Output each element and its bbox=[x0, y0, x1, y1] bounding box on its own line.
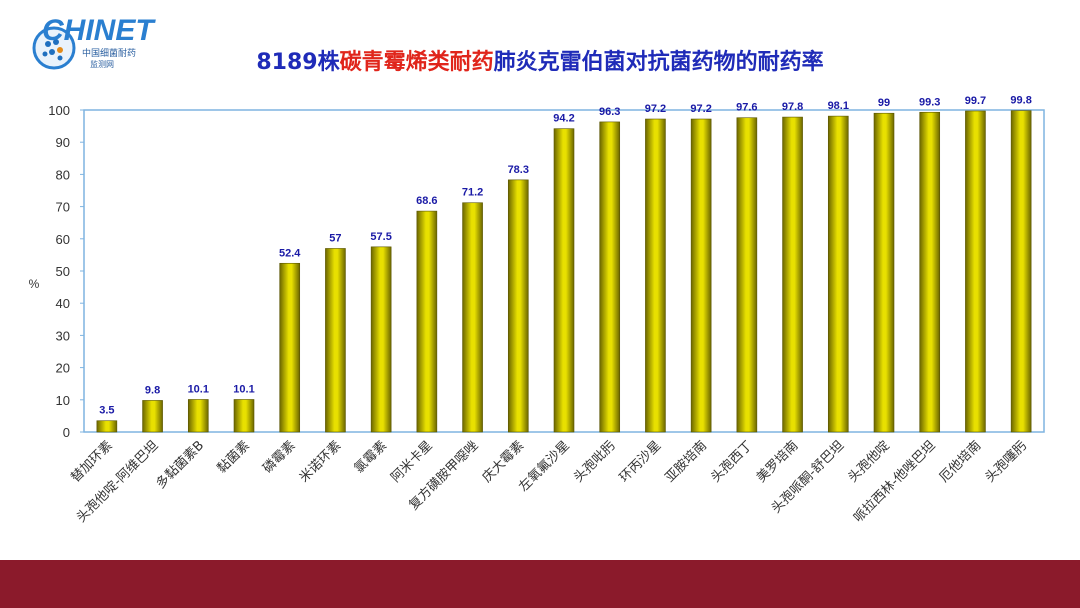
data-label: 99.3 bbox=[919, 96, 940, 108]
bar bbox=[645, 118, 666, 433]
data-label: 97.2 bbox=[645, 103, 666, 115]
data-label: 10.1 bbox=[233, 383, 254, 395]
footer-band bbox=[0, 560, 1080, 608]
bar bbox=[279, 262, 301, 433]
data-label: 57 bbox=[329, 232, 341, 244]
data-label: 10.1 bbox=[188, 383, 209, 395]
data-label: 68.6 bbox=[416, 195, 437, 207]
bar bbox=[416, 210, 438, 433]
y-tick-label: 100 bbox=[48, 103, 70, 118]
logo-brand: CHINET bbox=[42, 14, 156, 47]
x-tick-label: 庆大霉素 bbox=[480, 438, 527, 485]
data-label: 94.2 bbox=[553, 113, 574, 125]
data-label: 57.5 bbox=[370, 231, 391, 243]
x-tick-label: 替加环素 bbox=[68, 438, 115, 485]
bar bbox=[1010, 110, 1032, 433]
x-tick-label: 哌拉西林-他唑巴坦 bbox=[850, 438, 938, 526]
y-tick-label: 70 bbox=[56, 200, 70, 215]
y-tick-label: 90 bbox=[56, 135, 70, 150]
data-label: 98.1 bbox=[828, 100, 849, 112]
bar bbox=[233, 399, 255, 433]
bar bbox=[96, 420, 118, 433]
y-tick-label: 20 bbox=[56, 361, 70, 376]
bar bbox=[462, 202, 483, 433]
x-tick-label: 头孢他啶 bbox=[845, 438, 892, 485]
data-label: 97.8 bbox=[782, 101, 803, 113]
x-tick-label: 头孢西丁 bbox=[708, 438, 755, 485]
data-label: 9.8 bbox=[145, 384, 160, 396]
bar bbox=[690, 118, 712, 433]
bar bbox=[142, 400, 163, 433]
x-tick-label: 米诺环素 bbox=[297, 438, 344, 485]
data-label: 71.2 bbox=[462, 187, 483, 199]
y-axis-label: % bbox=[29, 277, 40, 291]
x-tick-label: 磷霉素 bbox=[260, 438, 298, 476]
bar bbox=[965, 110, 986, 433]
data-label: 97.6 bbox=[736, 102, 757, 114]
y-tick-label: 50 bbox=[56, 264, 70, 279]
y-tick-label: 0 bbox=[63, 425, 70, 440]
chinet-logo: CHINET 中国细菌耐药 监测网 bbox=[32, 14, 156, 70]
y-tick-label: 80 bbox=[56, 167, 70, 182]
x-tick-label: 美罗培南 bbox=[753, 438, 801, 486]
logo-globe-icon bbox=[32, 26, 76, 70]
bar bbox=[873, 112, 895, 433]
title-part-3: 肺炎克雷伯菌对抗菌药物的耐药率 bbox=[493, 50, 824, 75]
logo-subtitle-1: 中国细菌耐药 bbox=[82, 47, 136, 59]
data-label: 78.3 bbox=[508, 164, 529, 176]
bar bbox=[507, 179, 529, 433]
bar bbox=[919, 111, 941, 433]
y-tick-label: 30 bbox=[56, 328, 70, 343]
x-tick-label: 厄他培南 bbox=[936, 438, 984, 486]
y-tick-label: 60 bbox=[56, 232, 70, 247]
x-tick-label: 黏菌素 bbox=[214, 438, 253, 477]
x-tick-label: 环丙沙星 bbox=[617, 438, 664, 485]
x-tick-label: 阿米卡星 bbox=[388, 438, 435, 485]
bar bbox=[187, 399, 209, 433]
y-tick-label: 10 bbox=[56, 393, 70, 408]
data-label: 97.2 bbox=[690, 103, 711, 115]
y-tick-label: 40 bbox=[56, 296, 70, 311]
title-part-1: 8189株 bbox=[256, 50, 340, 75]
data-label: 99 bbox=[878, 97, 890, 109]
data-label: 52.4 bbox=[279, 247, 301, 259]
data-label: 99.7 bbox=[965, 95, 986, 107]
data-label: 99.8 bbox=[1010, 95, 1031, 107]
bar bbox=[599, 121, 621, 433]
x-tick-label: 头孢吡肟 bbox=[571, 438, 618, 485]
title-part-2: 碳青霉烯类耐药 bbox=[339, 50, 494, 75]
x-tick-label: 亚胺培南 bbox=[662, 438, 710, 486]
bar-chart: 0 10 20 30 40 50 60 70 80 90 100% 3.5 替加环素 9.8 头孢他啶-阿维… bbox=[29, 95, 1045, 526]
x-tick-label: 头孢他啶-阿维巴坦 bbox=[74, 438, 161, 525]
bar bbox=[370, 246, 392, 433]
bar bbox=[782, 116, 803, 433]
data-label: 3.5 bbox=[99, 405, 114, 417]
chart-title: 8189株碳青霉烯类耐药肺炎克雷伯菌对抗菌药物的耐药率 bbox=[0, 44, 1080, 76]
logo-subtitle-2: 监测网 bbox=[90, 59, 114, 69]
bar bbox=[553, 128, 575, 433]
bar bbox=[827, 115, 849, 433]
x-tick-label: 头孢噻肟 bbox=[982, 438, 1030, 486]
data-label: 96.3 bbox=[599, 106, 620, 118]
bar bbox=[325, 248, 346, 433]
bar bbox=[736, 117, 758, 433]
x-tick-label: 氯霉素 bbox=[352, 438, 390, 476]
x-tick-label: 多黏菌素B bbox=[153, 438, 207, 492]
